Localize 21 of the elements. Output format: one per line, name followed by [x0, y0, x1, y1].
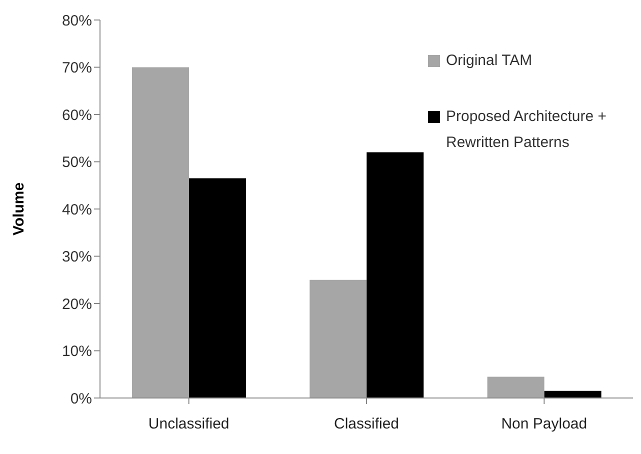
y-tick-label: 40%	[62, 201, 92, 218]
x-tick-label: Classified	[334, 416, 400, 433]
bar	[132, 67, 189, 398]
bar	[544, 390, 602, 398]
y-tick-label: 80%	[62, 12, 92, 30]
bar	[487, 376, 544, 398]
bar	[310, 280, 367, 398]
x-tick-label: Unclassified	[148, 416, 230, 433]
legend-label: Original TAM	[446, 51, 532, 71]
y-tick-label: 10%	[62, 343, 92, 360]
y-tick-label: 70%	[62, 60, 92, 77]
legend-label: Proposed Architecture + Rewritten Patterns	[446, 107, 608, 153]
bar	[366, 152, 424, 398]
y-tick-label: 50%	[62, 154, 92, 172]
y-tick-label: 20%	[62, 296, 92, 313]
bar	[188, 178, 246, 398]
x-tick-label: Non Payload	[501, 416, 588, 433]
y-tick-label: 60%	[62, 106, 92, 124]
y-axis-title: Volume	[10, 182, 28, 236]
y-tick-label: 30%	[62, 248, 92, 266]
y-tick-label: 0%	[70, 390, 92, 408]
